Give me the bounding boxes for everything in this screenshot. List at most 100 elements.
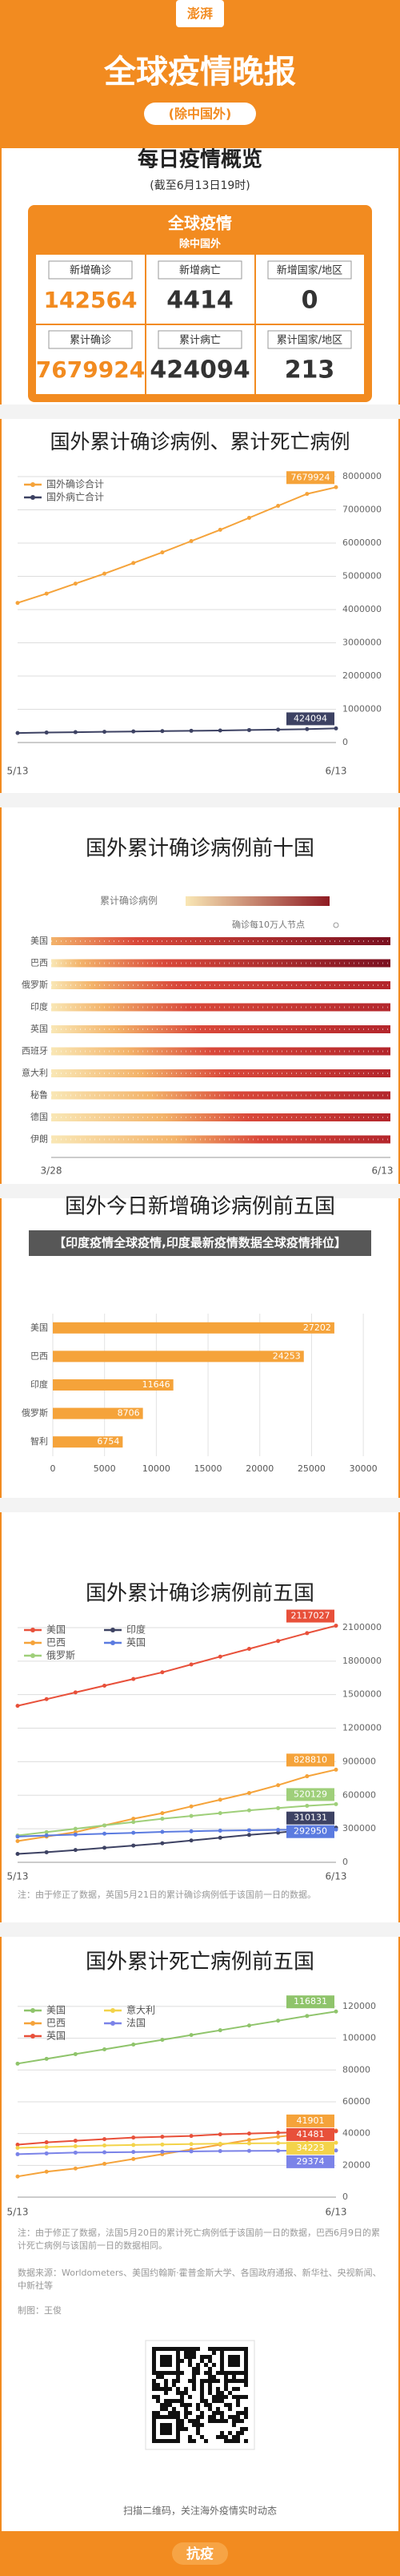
point (73, 1690, 78, 1695)
qr-cell (184, 2403, 188, 2407)
y-tick-label: 1000000 (342, 704, 382, 714)
qr-cell (208, 2379, 212, 2383)
cell-value: 213 (285, 356, 335, 384)
qr-cell (188, 2439, 192, 2443)
qr-cell (232, 2435, 236, 2439)
qr-cell (200, 2379, 204, 2383)
qr-cell (164, 2399, 168, 2403)
qr-cell (244, 2395, 248, 2399)
point (276, 1828, 281, 1833)
qr-cell (188, 2411, 192, 2415)
qr-cell (188, 2419, 192, 2423)
legend-label: 巴西 (46, 1637, 66, 1648)
cell-label: 累计确诊 (70, 335, 111, 347)
point (160, 2142, 165, 2147)
qr-cell (212, 2399, 216, 2403)
qr-cell (220, 2415, 224, 2419)
line (17, 2142, 337, 2149)
qr-cell (188, 2359, 192, 2363)
cell-label-box (158, 330, 242, 349)
point (334, 2129, 338, 2134)
qr-cell (220, 2419, 224, 2423)
point (218, 1811, 222, 1816)
qr-cell (240, 2427, 244, 2431)
y-tick-label: 俄罗斯 (22, 1408, 48, 1419)
qr-cell (244, 2415, 248, 2419)
point (189, 1804, 194, 1809)
row-label: 英国 (30, 1023, 48, 1034)
qr-cell (220, 2435, 224, 2439)
end-label: 34223 (297, 2143, 325, 2153)
qr-cell (212, 2379, 216, 2383)
legend-label: 巴西 (46, 2018, 66, 2029)
qr-cell (180, 2371, 184, 2375)
separator (0, 1498, 400, 1512)
point (276, 727, 281, 732)
qr-cell (240, 2419, 244, 2423)
chart-title: 国外累计确诊病例前十国 (86, 837, 314, 861)
line (17, 1803, 337, 1837)
point (305, 492, 310, 497)
qr-cell (196, 2427, 200, 2431)
point (305, 1774, 310, 1779)
x-tick-label: 10000 (142, 1463, 170, 1474)
value-label: 11646 (142, 1379, 170, 1390)
point (44, 2169, 49, 2174)
qr-cell (216, 2407, 220, 2411)
cell-label: 新增国家/地区 (277, 264, 342, 277)
qr-cell (180, 2423, 184, 2427)
legend-label: 意大利 (126, 2004, 155, 2016)
end-label-bg (286, 471, 334, 485)
point (189, 1662, 194, 1667)
qr-cell (156, 2387, 160, 2391)
qr-cell (184, 2355, 188, 2359)
qr-cell (156, 2399, 160, 2403)
point (334, 2009, 338, 2014)
y-tick-label: 8000000 (342, 471, 382, 481)
line (17, 1769, 337, 1842)
cell-label: 新增病亡 (179, 264, 221, 277)
bar (53, 1322, 334, 1334)
qr-code (145, 2340, 255, 2450)
point (276, 504, 281, 509)
row-strip (51, 937, 390, 945)
qr-cell (196, 2371, 200, 2375)
qr-cell (200, 2383, 204, 2387)
point (44, 1697, 49, 1701)
qr-cell (212, 2415, 216, 2419)
qr-cell (200, 2355, 204, 2359)
legend-scale (186, 896, 330, 906)
qr-cell (212, 2351, 216, 2355)
chart-note: 注：由于修正了数据，英国5月21日的累计确诊病例低于该国前一日的数据。 (18, 1890, 316, 1900)
point (218, 2141, 222, 2146)
point (73, 1832, 78, 1837)
point (160, 1670, 165, 1675)
line (17, 2010, 337, 2065)
cell-value: 4414 (166, 287, 234, 315)
cell-label-box (267, 260, 352, 280)
line (17, 727, 337, 735)
qr-cell (160, 2407, 164, 2411)
qr-cell (152, 2395, 156, 2399)
cell-label-box (48, 260, 133, 280)
legend-dot (30, 495, 35, 500)
point (334, 726, 338, 731)
y-tick-label: 1800000 (342, 1656, 382, 1666)
y-tick-label: 7000000 (342, 505, 382, 515)
qr-cell (212, 2419, 216, 2423)
legend-label: 美国 (46, 2005, 66, 2016)
end-label-bg (286, 712, 334, 726)
qr-cell (184, 2427, 188, 2431)
legend-dot (30, 2034, 35, 2039)
cell-value: 7679924 (36, 356, 145, 383)
point (246, 515, 251, 520)
point (15, 2143, 20, 2147)
x-tick-label: 5/13 (7, 2207, 29, 2218)
qr-cell (216, 2411, 220, 2415)
qr-cell (176, 2379, 180, 2383)
qr-finder-core (228, 2355, 240, 2367)
qr-cell (236, 2379, 240, 2383)
qr-cell (200, 2415, 204, 2419)
legend-label: 俄罗斯 (46, 1650, 75, 1661)
qr-cell (200, 2359, 204, 2363)
